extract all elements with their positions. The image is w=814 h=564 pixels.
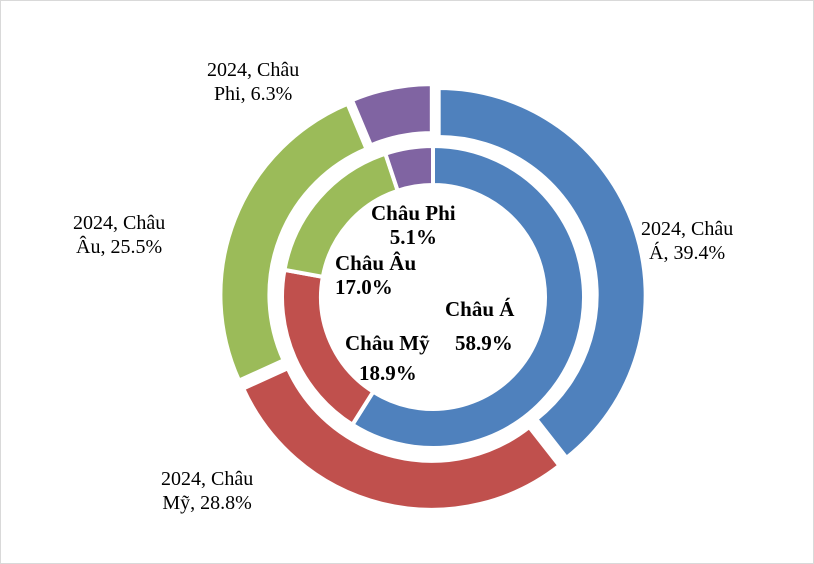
outer-label-chau-a: 2024, Châu Á, 39.4%: [641, 218, 734, 264]
inner-label-chau-a-value: 58.9%: [455, 331, 513, 355]
inner-slice-0: [349, 143, 586, 450]
inner-label-chau-my-name: Châu Mỹ: [345, 331, 430, 355]
outer-slice-0: [436, 86, 648, 461]
outer-label-chau-my: 2024, Châu Mỹ, 28.8%: [161, 468, 254, 514]
inner-slice-3: [382, 143, 435, 194]
outer-label-chau-au: 2024, Châu Âu, 25.5%: [73, 212, 166, 258]
outer-slice-1: [240, 365, 563, 512]
inner-label-chau-my-value: 18.9%: [359, 361, 417, 385]
outer-label-chau-phi: 2024, Châu Phi, 6.3%: [207, 59, 300, 105]
outer-slice-3: [349, 82, 434, 148]
inner-label-chau-phi: Châu Phi 5.1%: [371, 201, 456, 249]
outer-slice-2: [218, 101, 370, 384]
inner-label-chau-a-name: Châu Á: [445, 297, 515, 321]
inner-label-chau-au: Châu Âu 17.0%: [335, 251, 417, 299]
